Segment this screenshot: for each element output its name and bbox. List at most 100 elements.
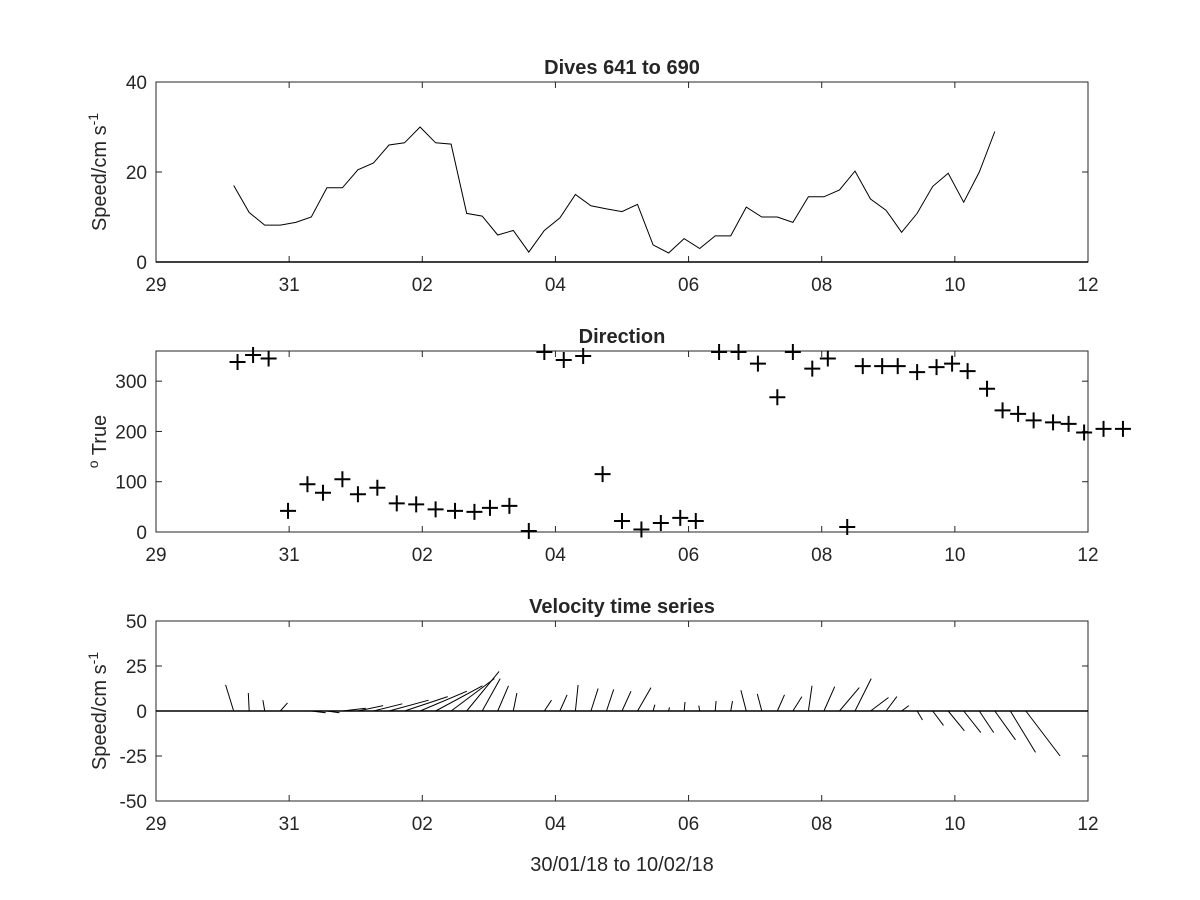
direction-point [408, 496, 425, 513]
velocity-stick [466, 671, 500, 712]
direction-point [784, 344, 801, 361]
direction-point [1010, 405, 1027, 422]
velocity-stick [481, 678, 501, 712]
x-tick-label: 02 [412, 545, 433, 566]
velocity-stick [839, 687, 860, 712]
y-axis-label: o True [85, 415, 111, 468]
y-tick-label: -50 [120, 792, 147, 813]
direction-point [260, 350, 277, 367]
y-tick-label: 100 [115, 473, 147, 494]
velocity-stick [698, 705, 701, 712]
velocity-stick [963, 710, 982, 733]
direction-point [804, 360, 821, 377]
direction-point [749, 355, 766, 372]
direction-point [730, 344, 747, 361]
direction-point [633, 521, 650, 538]
velocity-stick [357, 705, 384, 712]
direction-point [1114, 420, 1131, 437]
y-tick-label: 20 [126, 163, 147, 184]
velocity-stick [247, 692, 250, 712]
x-tick-label: 29 [145, 275, 166, 296]
y-tick-label: 0 [136, 253, 147, 274]
x-tick-label: 08 [811, 275, 832, 296]
x-tick-label: 04 [545, 275, 567, 296]
x-tick-label: 12 [1077, 275, 1098, 296]
direction-point [245, 347, 262, 364]
velocity-stick [311, 710, 326, 714]
velocity-stick [740, 690, 747, 712]
direction-point [819, 350, 836, 367]
x-tick-label: 04 [545, 814, 567, 835]
direction-point [349, 486, 366, 503]
x-tick-label: 02 [412, 814, 433, 835]
y-axis-label-exponent: -1 [85, 652, 101, 665]
direction-point [928, 359, 945, 376]
x-tick-label: 06 [678, 814, 699, 835]
direction-point [652, 514, 669, 531]
x-tick-label: 29 [145, 545, 166, 566]
velocity-stick [823, 686, 836, 712]
x-axis-label: 30/01/18 to 10/02/18 [530, 854, 714, 876]
velocity-stick [870, 697, 889, 712]
velocity-stick [605, 689, 615, 712]
direction-point [672, 509, 689, 526]
direction-point [909, 364, 926, 381]
y-tick-label: 40 [126, 73, 147, 94]
y-tick-label: 200 [115, 422, 147, 443]
y-tick-label: -25 [120, 747, 147, 768]
x-tick-label: 08 [811, 814, 832, 835]
direction-point [959, 363, 976, 380]
direction-point [687, 512, 704, 529]
velocity-panel: Velocity time series 29 31 02 04 06 08 10 12 -50 -… [85, 596, 1099, 876]
x-tick-label: 31 [279, 545, 300, 566]
x-tick-label: 31 [279, 814, 300, 835]
x-tick-label: 04 [545, 545, 567, 566]
direction-point [229, 354, 246, 371]
y-axis-label: Speed/cm s-1 [85, 113, 111, 231]
velocity-stick [652, 704, 656, 712]
x-tick-label: 08 [811, 545, 832, 566]
velocity-stick [683, 701, 686, 712]
panel-title: Direction [579, 326, 666, 348]
velocity-stick [994, 710, 1016, 741]
direction-point [711, 344, 728, 361]
direction-point [1025, 412, 1042, 429]
direction-point [1095, 420, 1112, 437]
velocity-stick [621, 690, 632, 712]
velocity-stick [279, 702, 288, 712]
y-axis-label-text: True [89, 415, 111, 461]
velocity-stick [916, 710, 923, 721]
x-tick-label: 31 [279, 275, 300, 296]
velocity-stick [225, 684, 235, 712]
x-tick-label: 06 [678, 545, 699, 566]
velocity-stick [388, 699, 429, 712]
velocity-stick [326, 710, 340, 714]
direction-point [536, 344, 553, 361]
direction-point [427, 501, 444, 518]
direction-point [369, 479, 386, 496]
velocity-stick [262, 700, 266, 712]
velocity-stick [543, 699, 552, 712]
x-tick-label: 10 [944, 814, 965, 835]
velocity-stick [512, 692, 518, 712]
y-tick-label: 300 [115, 372, 147, 393]
direction-point [299, 476, 316, 493]
velocity-stick [435, 685, 483, 712]
velocity-stick [901, 705, 910, 712]
x-tick-label: 10 [944, 545, 965, 566]
panel-title: Velocity time series [529, 596, 715, 618]
y-axis-label-exponent: -1 [85, 113, 101, 126]
direction-point [314, 484, 331, 501]
y-axis-label-degree: o [85, 460, 101, 468]
y-axis-label-text: Speed/cm s [89, 125, 111, 231]
x-tick-label: 10 [944, 275, 965, 296]
velocity-stick [668, 707, 670, 712]
velocity-stick [792, 696, 803, 712]
direction-point [874, 358, 891, 375]
velocity-stick [978, 710, 995, 733]
y-axis-label-text: Speed/cm s [89, 664, 111, 770]
axes-frame [155, 350, 1089, 533]
x-tick-label: 29 [145, 814, 166, 835]
velocity-stick [1009, 710, 1036, 753]
